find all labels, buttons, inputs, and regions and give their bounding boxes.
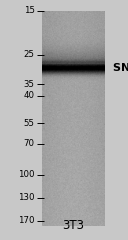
Bar [0, 0, 128, 11]
Text: 40: 40 [24, 91, 35, 100]
Text: 170: 170 [18, 216, 35, 225]
Bar [105, 0, 128, 240]
Text: 70: 70 [24, 139, 35, 149]
Text: 55: 55 [24, 119, 35, 128]
Text: 100: 100 [18, 170, 35, 179]
Text: 130: 130 [18, 193, 35, 202]
Text: SNAI 1: SNAI 1 [113, 63, 128, 73]
Bar [0, 0, 42, 240]
Text: 15: 15 [24, 6, 35, 15]
Text: 35: 35 [24, 80, 35, 89]
Bar [0, 226, 128, 240]
Text: 3T3: 3T3 [63, 219, 85, 232]
Text: 25: 25 [24, 50, 35, 60]
